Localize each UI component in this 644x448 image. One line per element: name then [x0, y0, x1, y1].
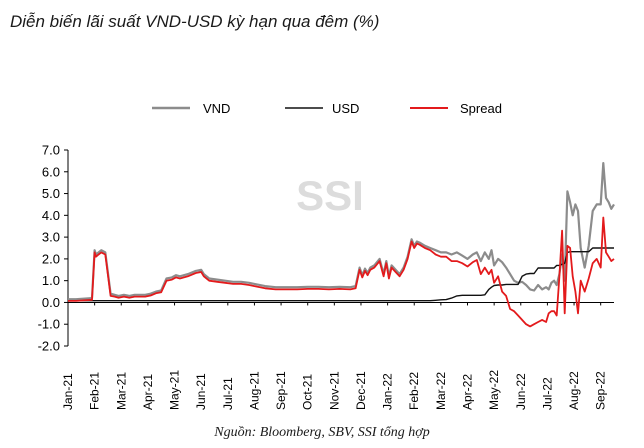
- x-tick-label: Aug-22: [567, 371, 581, 410]
- x-tick-label: Oct-21: [301, 374, 315, 410]
- x-tick-label: Jan-22: [381, 373, 395, 410]
- legend-label-usd: USD: [332, 101, 359, 116]
- y-tick-label: 5.0: [42, 186, 60, 201]
- series-layer: [68, 162, 615, 328]
- x-tick-label: Mar-21: [114, 372, 128, 410]
- source-note: Nguồn: Bloomberg, SBV, SSI tổng hợp: [214, 425, 430, 440]
- y-tick-label: 3.0: [42, 230, 60, 245]
- x-tick-label: Nov-21: [327, 371, 341, 410]
- x-tick-label: Sep-22: [594, 371, 608, 410]
- x-tick-label: Jun-22: [514, 373, 528, 410]
- legend-label-spread: Spread: [460, 101, 502, 116]
- y-tick-label: 1.0: [42, 273, 60, 288]
- x-tick-label: Jun-21: [194, 373, 208, 410]
- legend-label-vnd: VND: [203, 101, 230, 116]
- x-tick-label: Jul-21: [221, 377, 235, 410]
- chart-title: Diễn biến lãi suất VND-USD kỳ hạn qua đê…: [10, 12, 380, 31]
- y-tick-label: 4.0: [42, 208, 60, 223]
- y-tick-label: 0.0: [42, 295, 60, 310]
- x-tick-label: Jul-22: [540, 377, 554, 410]
- x-tick-label: Feb-21: [88, 372, 102, 410]
- watermark: SSI: [296, 172, 364, 219]
- axes: 7.0 6.0 5.0 4.0 3.0 2.0 1.0 0.0 -1.0 -2.0 Jan-21 Fe…: [38, 143, 614, 410]
- x-tick-label: May-21: [168, 370, 182, 410]
- x-tick-label: Apr-21: [141, 374, 155, 410]
- x-tick-label: Mar-22: [434, 372, 448, 410]
- y-tick-label: 6.0: [42, 164, 60, 179]
- y-tick-label: 2.0: [42, 251, 60, 266]
- x-tick-label: Feb-22: [407, 372, 421, 410]
- x-tick-label: Aug-21: [247, 371, 261, 410]
- y-tick-label: -2.0: [38, 339, 60, 354]
- series-line-spread: [68, 216, 615, 328]
- x-tick-label: Dec-21: [354, 371, 368, 410]
- x-tick-label: May-22: [487, 370, 501, 410]
- series-line-usd: [68, 247, 614, 302]
- y-tick-label: 7.0: [42, 143, 60, 158]
- x-tick-label: Jan-21: [61, 373, 75, 410]
- legend: VND USD Spread: [152, 101, 502, 116]
- y-tick-label: -1.0: [38, 317, 60, 332]
- x-tick-label: Sep-21: [274, 371, 288, 410]
- x-tick-label: Apr-22: [461, 374, 475, 410]
